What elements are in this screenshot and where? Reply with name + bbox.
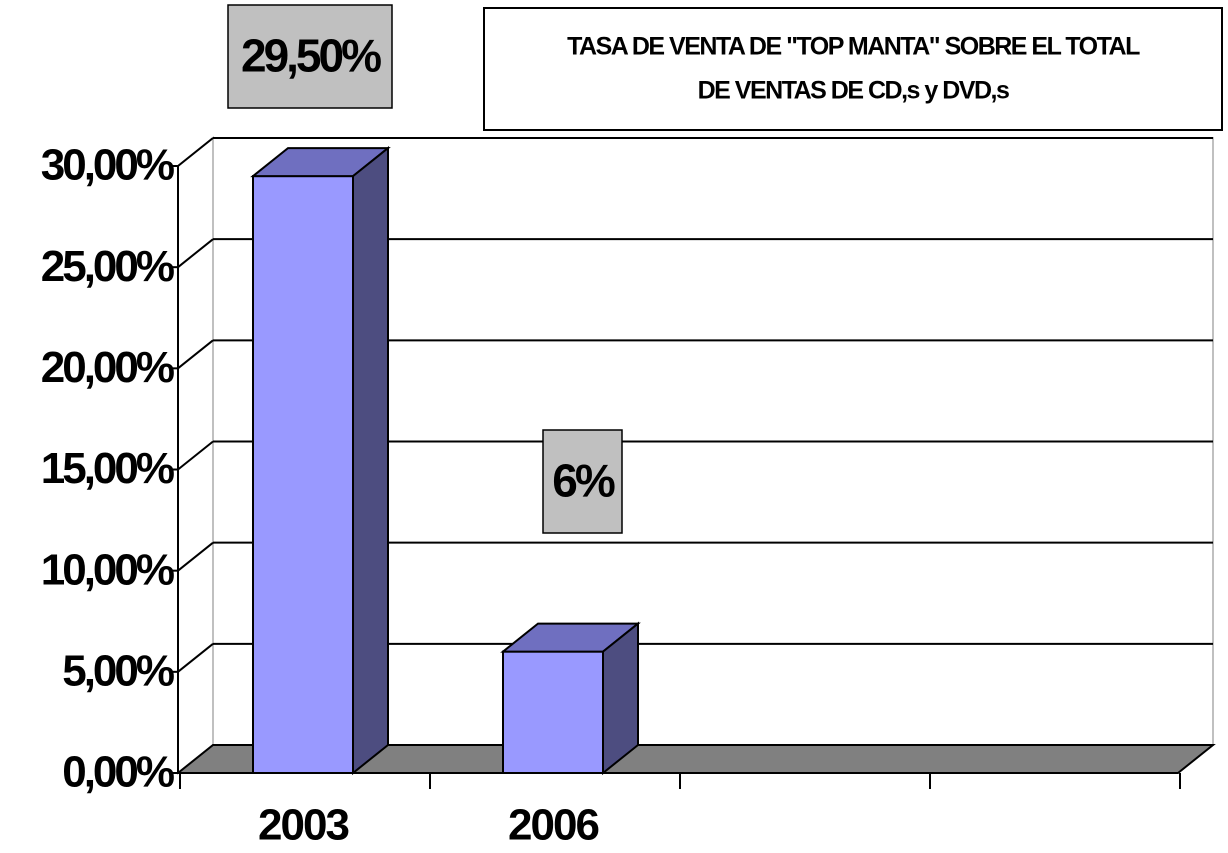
grid-line xyxy=(177,541,214,572)
y-tick-label: 20,00% xyxy=(41,343,174,392)
value-label: 29,50% xyxy=(241,30,381,82)
title-box xyxy=(483,7,1223,131)
grid-line xyxy=(177,643,214,673)
y-tick-label: 10,00% xyxy=(41,545,174,594)
bar-side xyxy=(602,621,639,776)
chart-title: DE VENTAS DE CD,s y DVD,s xyxy=(698,77,1009,105)
x-tick-label: 2003 xyxy=(258,801,348,850)
grid-line xyxy=(177,339,214,370)
y-tick-label: 0,00% xyxy=(62,748,174,797)
y-tick-label: 25,00% xyxy=(41,242,174,291)
bar-side xyxy=(352,146,389,776)
x-tick-label: 2006 xyxy=(508,801,598,850)
y-tick-label: 15,00% xyxy=(41,444,174,493)
bar xyxy=(252,175,354,775)
value-label-box xyxy=(227,4,393,109)
y-tick-label: 5,00% xyxy=(62,646,174,695)
y-tick-label: 30,00% xyxy=(41,141,174,190)
grid-line xyxy=(177,238,214,268)
bar xyxy=(502,650,604,774)
value-label: 6% xyxy=(552,455,615,507)
value-label-box xyxy=(542,429,623,534)
grid-line xyxy=(177,440,214,471)
chart-title: TASA DE VENTA DE "TOP MANTA" SOBRE EL TO… xyxy=(567,33,1140,61)
floor xyxy=(175,744,1216,774)
grid-line xyxy=(177,137,214,167)
